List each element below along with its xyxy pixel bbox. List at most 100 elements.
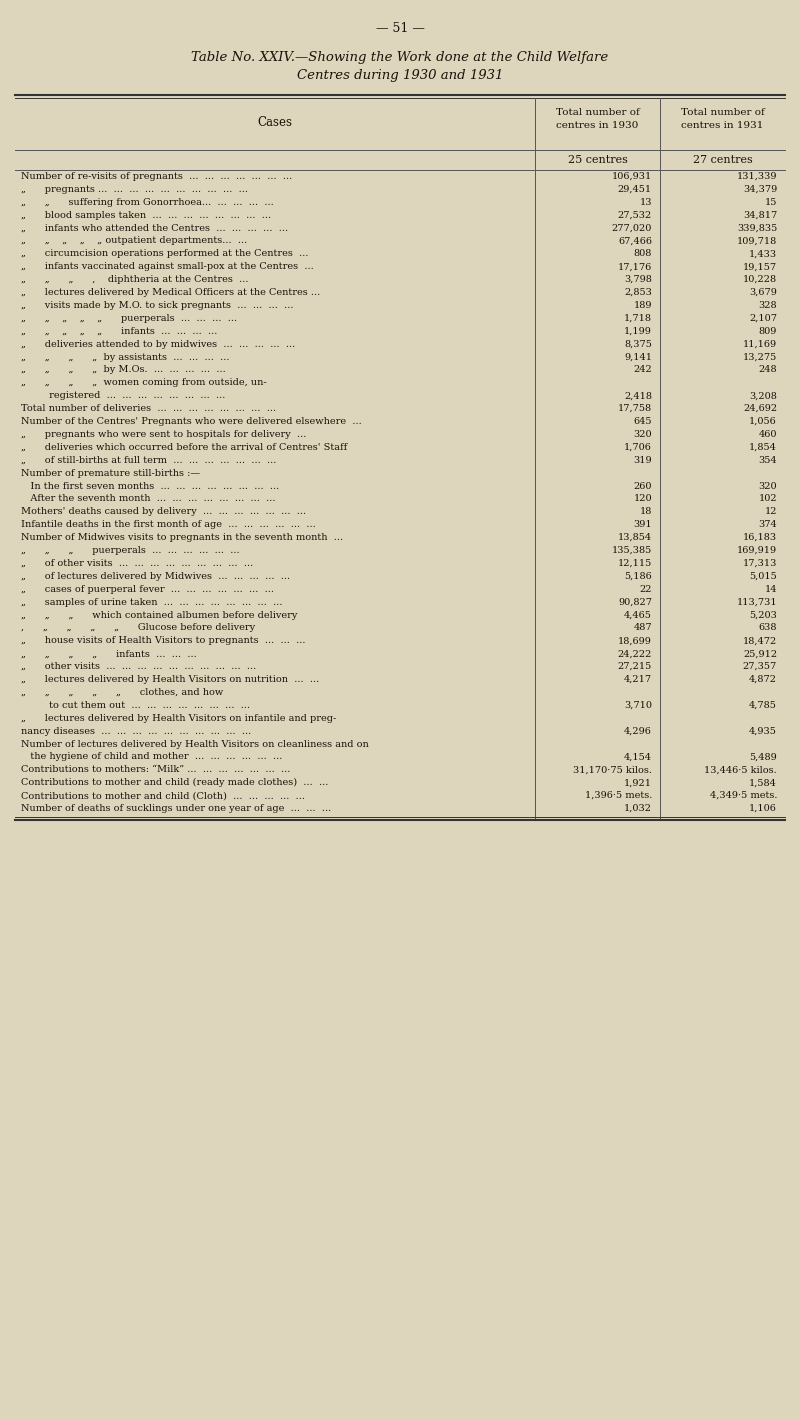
Text: 4,154: 4,154 [624,753,652,761]
Text: 1,433: 1,433 [749,250,777,258]
Text: Contributions to mother and child (ready made clothes)  ...  ...: Contributions to mother and child (ready… [21,778,328,787]
Text: After the seventh month  ...  ...  ...  ...  ...  ...  ...  ...: After the seventh month ... ... ... ... … [21,494,275,504]
Text: 27,215: 27,215 [618,662,652,672]
Text: 25 centres: 25 centres [567,155,627,165]
Text: 1,056: 1,056 [750,417,777,426]
Text: 1,706: 1,706 [624,443,652,452]
Text: 27 centres: 27 centres [693,155,752,165]
Text: 248: 248 [758,365,777,375]
Text: to cut them out  ...  ...  ...  ...  ...  ...  ...  ...: to cut them out ... ... ... ... ... ... … [21,701,250,710]
Text: 3,208: 3,208 [749,392,777,400]
Text: „      visits made by M.O. to sick pregnants  ...  ...  ...  ...: „ visits made by M.O. to sick pregnants … [21,301,294,310]
Text: 487: 487 [634,623,652,632]
Text: 13: 13 [639,197,652,207]
Text: 29,451: 29,451 [618,185,652,195]
Text: 135,385: 135,385 [612,547,652,555]
Text: Number of deaths of sucklings under one year of age  ...  ...  ...: Number of deaths of sucklings under one … [21,804,331,814]
Text: Centres during 1930 and 1931: Centres during 1930 and 1931 [297,70,503,82]
Text: registered  ...  ...  ...  ...  ...  ...  ...  ...: registered ... ... ... ... ... ... ... .… [21,392,226,400]
Text: „      of other visits  ...  ...  ...  ...  ...  ...  ...  ...  ...: „ of other visits ... ... ... ... ... ..… [21,559,254,568]
Text: 260: 260 [634,481,652,490]
Text: 4,349·5 mets.: 4,349·5 mets. [710,791,777,799]
Text: „      „      „      ,    diphtheria at the Centres  ...: „ „ „ , diphtheria at the Centres ... [21,275,249,284]
Text: 17,313: 17,313 [742,559,777,568]
Text: 34,379: 34,379 [742,185,777,195]
Text: — 51 —: — 51 — [375,21,425,34]
Text: 5,489: 5,489 [750,753,777,761]
Text: 8,375: 8,375 [624,339,652,349]
Text: 18: 18 [640,507,652,517]
Text: 15: 15 [765,197,777,207]
Text: Total number of deliveries  ...  ...  ...  ...  ...  ...  ...  ...: Total number of deliveries ... ... ... .… [21,405,276,413]
Text: Infantile deaths in the first month of age  ...  ...  ...  ...  ...  ...: Infantile deaths in the first month of a… [21,520,316,530]
Text: 4,935: 4,935 [749,727,777,736]
Text: 374: 374 [758,520,777,530]
Text: 14: 14 [765,585,777,594]
Text: ,      „      „      „      „      Glucose before delivery: , „ „ „ „ Glucose before delivery [21,623,255,632]
Text: Total number of
centres in 1931: Total number of centres in 1931 [681,108,764,129]
Text: 808: 808 [634,250,652,258]
Text: 18,699: 18,699 [618,636,652,645]
Text: 4,465: 4,465 [624,611,652,619]
Text: 31,170·75 kilos.: 31,170·75 kilos. [573,765,652,774]
Text: Table No. XXIV.—Showing the Work done at the Child Welfare: Table No. XXIV.—Showing the Work done at… [191,51,609,64]
Text: 10,228: 10,228 [743,275,777,284]
Text: „      pregnants who were sent to hospitals for delivery  ...: „ pregnants who were sent to hospitals f… [21,430,306,439]
Text: „      „      „      „  women coming from outside, un-: „ „ „ „ women coming from outside, un- [21,378,266,388]
Text: 12: 12 [765,507,777,517]
Text: 242: 242 [634,365,652,375]
Text: 16,183: 16,183 [743,532,777,542]
Text: „      „      „      „  by M.Os.  ...  ...  ...  ...  ...: „ „ „ „ by M.Os. ... ... ... ... ... [21,365,226,375]
Text: Number of premature still-births :—: Number of premature still-births :— [21,469,200,477]
Text: 809: 809 [758,327,777,335]
Text: „      „      suffering from Gonorrhoea...  ...  ...  ...  ...: „ „ suffering from Gonorrhoea... ... ...… [21,197,274,207]
Text: „      samples of urine taken  ...  ...  ...  ...  ...  ...  ...  ...: „ samples of urine taken ... ... ... ...… [21,598,282,606]
Text: „      lectures delivered by Medical Officers at the Centres ...: „ lectures delivered by Medical Officers… [21,288,320,297]
Text: nancy diseases  ...  ...  ...  ...  ...  ...  ...  ...  ...  ...: nancy diseases ... ... ... ... ... ... .… [21,727,251,736]
Text: 9,141: 9,141 [624,352,652,362]
Text: 1,199: 1,199 [624,327,652,335]
Text: „      „      „      „      „      clothes, and how: „ „ „ „ „ clothes, and how [21,687,223,697]
Text: 2,418: 2,418 [624,392,652,400]
Text: 13,275: 13,275 [742,352,777,362]
Text: 320: 320 [758,481,777,490]
Text: 67,466: 67,466 [618,237,652,246]
Text: „      lectures delivered by Health Visitors on nutrition  ...  ...: „ lectures delivered by Health Visitors … [21,674,319,684]
Text: 645: 645 [634,417,652,426]
Text: Total number of
centres in 1930: Total number of centres in 1930 [556,108,639,129]
Text: „      of still-births at full term  ...  ...  ...  ...  ...  ...  ...: „ of still-births at full term ... ... .… [21,456,276,464]
Text: „      lectures delivered by Health Visitors on infantile and preg-: „ lectures delivered by Health Visitors … [21,714,336,723]
Text: 13,854: 13,854 [618,532,652,542]
Text: 5,203: 5,203 [749,611,777,619]
Text: 1,396·5 mets.: 1,396·5 mets. [585,791,652,799]
Text: 3,679: 3,679 [749,288,777,297]
Text: Contributions to mothers: “Milk” ...  ...  ...  ...  ...  ...  ...: Contributions to mothers: “Milk” ... ...… [21,765,290,774]
Text: 1,854: 1,854 [749,443,777,452]
Text: „      infants vaccinated against small-pox at the Centres  ...: „ infants vaccinated against small-pox a… [21,263,314,271]
Text: 3,710: 3,710 [624,701,652,710]
Text: „      house visits of Health Visitors to pregnants  ...  ...  ...: „ house visits of Health Visitors to pre… [21,636,306,645]
Text: 102: 102 [758,494,777,504]
Text: 1,106: 1,106 [749,804,777,814]
Text: 113,731: 113,731 [736,598,777,606]
Text: 319: 319 [634,456,652,464]
Text: 460: 460 [758,430,777,439]
Text: 2,853: 2,853 [624,288,652,297]
Text: „      „      „      „  by assistants  ...  ...  ...  ...: „ „ „ „ by assistants ... ... ... ... [21,352,230,362]
Text: 339,835: 339,835 [737,223,777,233]
Text: 189: 189 [634,301,652,310]
Text: 4,872: 4,872 [749,674,777,684]
Text: 13,446·5 kilos.: 13,446·5 kilos. [704,765,777,774]
Text: 24,222: 24,222 [618,649,652,659]
Text: 22: 22 [639,585,652,594]
Text: „      pregnants ...  ...  ...  ...  ...  ...  ...  ...  ...  ...: „ pregnants ... ... ... ... ... ... ... … [21,185,248,195]
Text: 25,912: 25,912 [743,649,777,659]
Text: 638: 638 [758,623,777,632]
Text: „      „    „    „    „ outpatient departments...  ...: „ „ „ „ „ outpatient departments... ... [21,237,247,246]
Text: 1,921: 1,921 [624,778,652,787]
Text: „      „      „      puerperals  ...  ...  ...  ...  ...  ...: „ „ „ puerperals ... ... ... ... ... ... [21,547,240,555]
Text: „      „    „    „    „      infants  ...  ...  ...  ...: „ „ „ „ „ infants ... ... ... ... [21,327,218,335]
Text: In the first seven months  ...  ...  ...  ...  ...  ...  ...  ...: In the first seven months ... ... ... ..… [21,481,279,490]
Text: 320: 320 [634,430,652,439]
Text: 4,785: 4,785 [749,701,777,710]
